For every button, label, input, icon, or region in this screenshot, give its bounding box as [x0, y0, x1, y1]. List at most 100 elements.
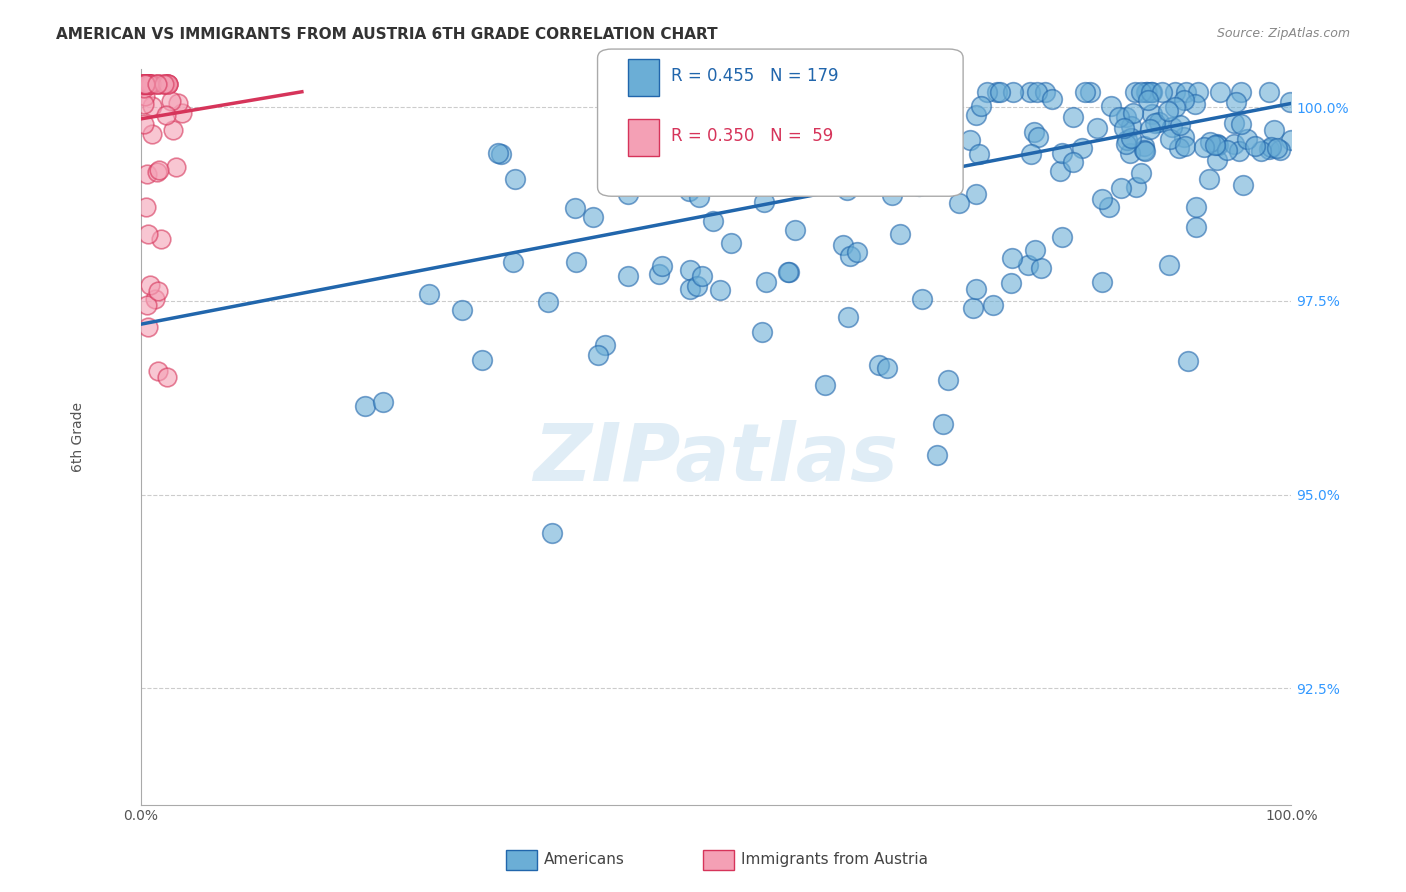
Point [150, 77, 173, 91]
Point [373, 394, 395, 409]
Point [1025, 85, 1047, 99]
Point [146, 77, 169, 91]
Point [155, 77, 177, 91]
Point [889, 227, 911, 242]
Point [135, 77, 157, 91]
Point [134, 77, 156, 91]
Point [679, 263, 702, 277]
Point [685, 279, 707, 293]
Point [143, 292, 166, 306]
Point [970, 99, 993, 113]
Point [1149, 115, 1171, 129]
Point [1136, 85, 1159, 99]
Point [153, 77, 176, 91]
Point [1222, 136, 1244, 151]
Point [1232, 178, 1254, 193]
Point [1192, 140, 1215, 154]
Point [1258, 142, 1281, 156]
Point [1142, 85, 1164, 99]
Point [132, 117, 155, 131]
Point [586, 348, 609, 362]
Point [139, 77, 162, 91]
Point [1168, 141, 1191, 155]
Point [1133, 143, 1156, 157]
Point [688, 190, 710, 204]
Point [1123, 85, 1146, 99]
Point [1270, 143, 1292, 157]
Point [1173, 93, 1195, 107]
Point [138, 77, 160, 91]
Point [136, 77, 159, 91]
Point [138, 77, 160, 91]
Point [759, 85, 782, 99]
Point [908, 178, 931, 193]
Point [136, 77, 159, 91]
Point [965, 108, 987, 122]
Point [1070, 141, 1092, 155]
Point [1109, 180, 1132, 194]
Point [905, 85, 928, 99]
Point [918, 85, 941, 99]
Point [139, 77, 162, 91]
Point [1160, 120, 1182, 134]
Point [1225, 95, 1247, 110]
Point [156, 77, 179, 91]
Point [1216, 143, 1239, 157]
Point [132, 77, 155, 91]
Point [1091, 193, 1114, 207]
Point [564, 255, 586, 269]
Point [876, 361, 898, 376]
Point [138, 77, 160, 91]
Point [1177, 353, 1199, 368]
Point [1042, 92, 1064, 106]
Point [1173, 129, 1195, 144]
Point [1163, 100, 1185, 114]
Point [136, 77, 159, 91]
Point [1187, 85, 1209, 99]
Y-axis label: 6th Grade: 6th Grade [72, 401, 86, 472]
Point [1119, 145, 1142, 160]
Point [1184, 96, 1206, 111]
Point [1122, 105, 1144, 120]
Point [967, 147, 990, 161]
Point [1150, 85, 1173, 99]
Point [678, 184, 700, 198]
Point [1099, 99, 1122, 113]
Point [1260, 139, 1282, 153]
Point [132, 96, 155, 111]
Point [156, 77, 179, 91]
Point [1159, 258, 1181, 272]
Point [1132, 139, 1154, 153]
Point [911, 85, 934, 99]
Point [623, 150, 645, 164]
Point [167, 96, 190, 111]
Point [136, 320, 159, 334]
Point [1157, 103, 1180, 118]
Point [1168, 119, 1191, 133]
Point [751, 325, 773, 339]
Point [170, 106, 193, 120]
Point [1062, 155, 1084, 169]
Point [1159, 132, 1181, 146]
Point [976, 85, 998, 99]
Point [776, 265, 799, 279]
Point [965, 187, 987, 202]
Point [129, 77, 152, 91]
Point [1250, 144, 1272, 158]
Point [146, 77, 169, 91]
Text: ZIPatlas: ZIPatlas [533, 419, 898, 498]
Point [755, 275, 778, 289]
Point [156, 77, 179, 91]
Point [146, 285, 169, 299]
Point [1000, 276, 1022, 290]
Point [1230, 85, 1253, 99]
Point [1026, 129, 1049, 144]
Point [471, 353, 494, 368]
Point [911, 293, 934, 307]
Point [132, 78, 155, 92]
Point [965, 282, 987, 296]
Point [132, 81, 155, 95]
Point [148, 163, 170, 178]
Point [1062, 111, 1084, 125]
Point [690, 268, 713, 283]
